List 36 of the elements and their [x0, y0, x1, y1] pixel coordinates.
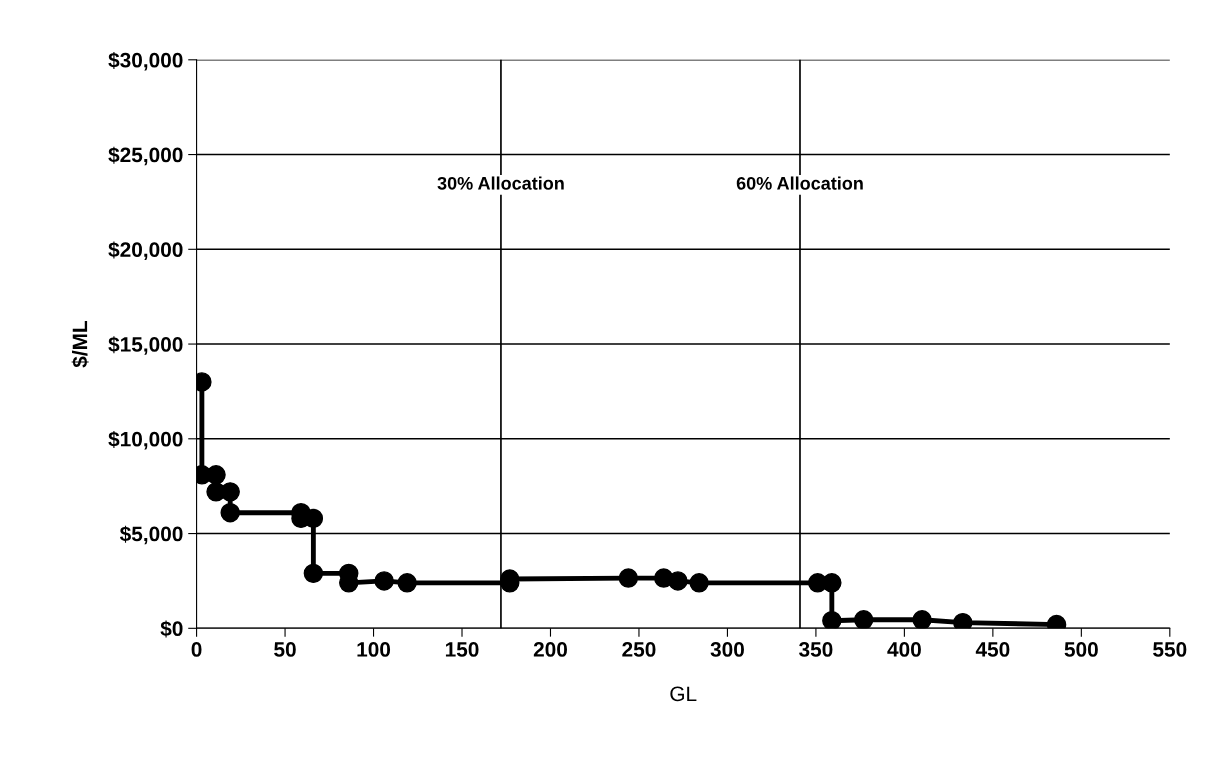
point [374, 571, 394, 591]
x-tick-label: 100 [357, 642, 391, 657]
y-tick-label: $10,000 [108, 430, 183, 450]
point [220, 502, 240, 523]
x-tick-label: 350 [799, 642, 833, 657]
x-tick-label: 0 [191, 642, 202, 657]
x-tick-label: 250 [622, 642, 656, 657]
point [397, 573, 417, 593]
point [822, 573, 842, 593]
point [618, 568, 639, 588]
point [668, 571, 688, 591]
x-tick-label: 50 [274, 642, 296, 657]
point [206, 465, 226, 485]
x-tick-label: 450 [975, 642, 1010, 657]
y-tick-label: $20,000 [108, 241, 183, 261]
point [822, 611, 842, 629]
point [303, 563, 324, 584]
x-tick-label: 150 [445, 642, 479, 657]
y-tick-label: $5,000 [119, 525, 183, 545]
x-axis-title: GL [670, 686, 697, 702]
x-tick-label: 400 [887, 642, 921, 657]
point [689, 573, 709, 593]
y-axis-title: $/ML [71, 320, 89, 368]
y-tick-label: $0 [160, 620, 183, 638]
x-tick-label: 300 [710, 642, 744, 657]
x-tick-label: 550 [1153, 642, 1187, 657]
point [853, 610, 874, 629]
ref-line-label: 30% Allocation [437, 176, 564, 190]
x-tick-label: 200 [533, 642, 568, 657]
ref-line-label: 60% Allocation [736, 176, 863, 190]
point [912, 610, 932, 629]
y-tick-label: $25,000 [108, 146, 183, 166]
point [220, 482, 240, 502]
y-tick-label: $30,000 [108, 51, 183, 71]
x-tick-label: 500 [1064, 642, 1098, 657]
y-tick-label: $15,000 [108, 336, 183, 355]
